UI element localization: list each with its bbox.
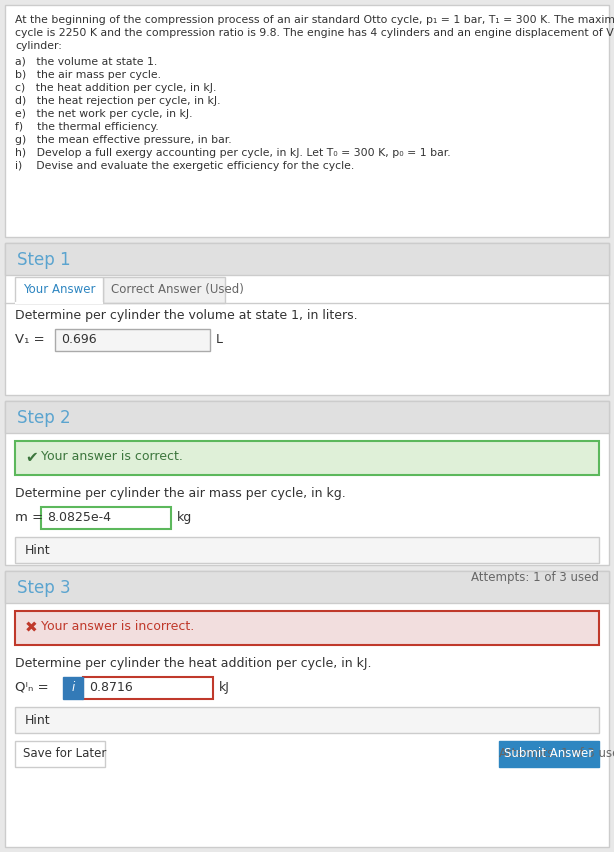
Text: ✔: ✔ — [25, 450, 37, 465]
FancyBboxPatch shape — [15, 277, 103, 303]
Text: h)   Develop a full exergy accounting per cycle, in kJ. Let T₀ = 300 K, p₀ = 1 b: h) Develop a full exergy accounting per … — [15, 148, 451, 158]
Text: 0.8716: 0.8716 — [89, 681, 133, 694]
Text: i: i — [71, 681, 75, 694]
Text: b)   the air mass per cycle.: b) the air mass per cycle. — [15, 70, 161, 80]
FancyBboxPatch shape — [5, 401, 609, 565]
FancyBboxPatch shape — [5, 243, 609, 395]
Text: d)   the heat rejection per cycle, in kJ.: d) the heat rejection per cycle, in kJ. — [15, 96, 220, 106]
Text: c)   the heat addition per cycle, in kJ.: c) the heat addition per cycle, in kJ. — [15, 83, 216, 93]
FancyBboxPatch shape — [5, 401, 609, 433]
Text: Step 3: Step 3 — [17, 579, 71, 597]
Text: m =: m = — [15, 511, 43, 524]
Text: Hint: Hint — [25, 714, 50, 727]
Text: Determine per cylinder the heat addition per cycle, in kJ.: Determine per cylinder the heat addition… — [15, 657, 371, 670]
Text: Attempts: 1 of 3 used: Attempts: 1 of 3 used — [471, 571, 599, 584]
FancyBboxPatch shape — [15, 441, 599, 475]
Text: Your answer is correct.: Your answer is correct. — [41, 450, 183, 463]
Text: Step 2: Step 2 — [17, 409, 71, 427]
Text: At the beginning of the compression process of an air standard Otto cycle, p₁ = : At the beginning of the compression proc… — [15, 15, 614, 25]
Text: L: L — [216, 333, 223, 346]
Text: 0.696: 0.696 — [61, 333, 96, 346]
FancyBboxPatch shape — [55, 329, 210, 351]
Text: Your answer is incorrect.: Your answer is incorrect. — [41, 620, 194, 633]
Text: cycle is 2250 K and the compression ratio is 9.8. The engine has 4 cylinders and: cycle is 2250 K and the compression rati… — [15, 28, 614, 38]
Text: Determine per cylinder the volume at state 1, in liters.: Determine per cylinder the volume at sta… — [15, 309, 357, 322]
Text: ✖: ✖ — [25, 620, 37, 635]
Text: Submit Answer: Submit Answer — [504, 747, 594, 760]
Text: kJ: kJ — [219, 681, 230, 694]
FancyBboxPatch shape — [15, 741, 105, 767]
Text: f)    the thermal efficiency.: f) the thermal efficiency. — [15, 122, 159, 132]
Text: Correct Answer (Used): Correct Answer (Used) — [111, 283, 244, 296]
FancyBboxPatch shape — [15, 611, 599, 645]
FancyBboxPatch shape — [83, 677, 213, 699]
FancyBboxPatch shape — [103, 277, 225, 303]
FancyBboxPatch shape — [5, 243, 609, 275]
Text: Attempts: 1 of 3 used: Attempts: 1 of 3 used — [499, 747, 614, 760]
Text: V₁ =: V₁ = — [15, 333, 45, 346]
Text: cylinder:: cylinder: — [15, 41, 62, 51]
Text: 8.0825e-4: 8.0825e-4 — [47, 511, 111, 524]
FancyBboxPatch shape — [41, 507, 171, 529]
Text: Step 1: Step 1 — [17, 251, 71, 269]
Text: Qᴵₙ =: Qᴵₙ = — [15, 681, 49, 694]
Text: g)   the mean effective pressure, in bar.: g) the mean effective pressure, in bar. — [15, 135, 231, 145]
Text: kg: kg — [177, 511, 192, 524]
FancyBboxPatch shape — [63, 677, 83, 699]
FancyBboxPatch shape — [5, 5, 609, 237]
FancyBboxPatch shape — [499, 741, 599, 767]
Text: Save for Later: Save for Later — [23, 747, 106, 760]
Text: e)   the net work per cycle, in kJ.: e) the net work per cycle, in kJ. — [15, 109, 193, 119]
FancyBboxPatch shape — [15, 707, 599, 733]
Text: a)   the volume at state 1.: a) the volume at state 1. — [15, 57, 157, 67]
FancyBboxPatch shape — [5, 571, 609, 603]
Text: Hint: Hint — [25, 544, 50, 557]
Text: Determine per cylinder the air mass per cycle, in kg.: Determine per cylinder the air mass per … — [15, 487, 346, 500]
Text: i)    Devise and evaluate the exergetic efficiency for the cycle.: i) Devise and evaluate the exergetic eff… — [15, 161, 354, 171]
FancyBboxPatch shape — [5, 571, 609, 847]
FancyBboxPatch shape — [15, 537, 599, 563]
Text: Your Answer: Your Answer — [23, 283, 96, 296]
